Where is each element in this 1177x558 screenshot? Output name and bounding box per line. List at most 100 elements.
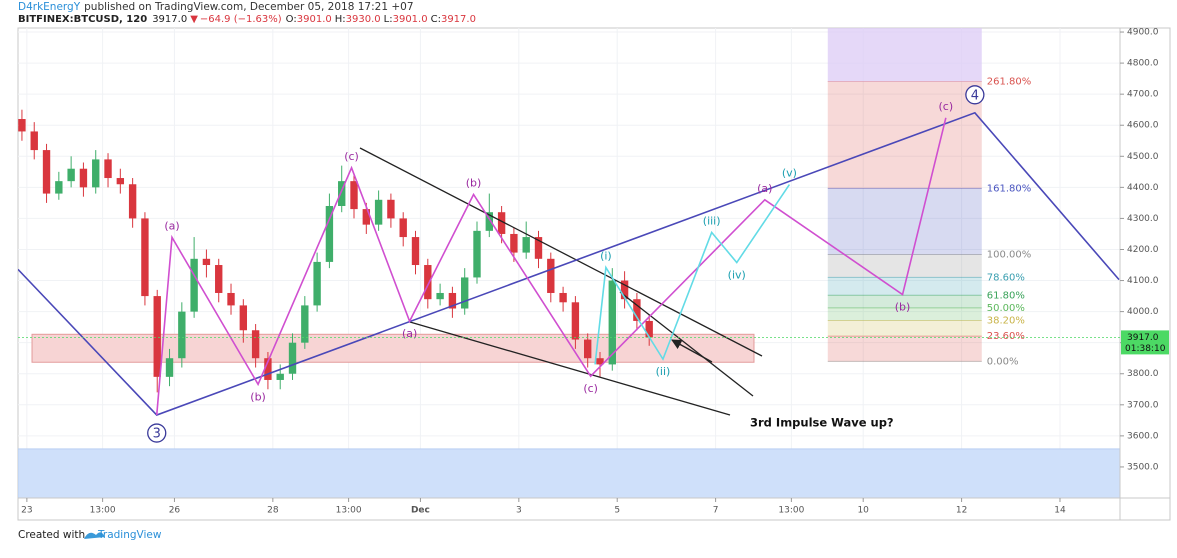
- wave-label: (v): [782, 167, 797, 180]
- candle-body: [30, 131, 38, 151]
- x-tick-label: 28: [267, 506, 279, 516]
- footer-text: Created with: [18, 529, 85, 541]
- fib-band: [827, 336, 982, 362]
- candle-body: [399, 218, 407, 238]
- candle-body: [485, 212, 493, 231]
- candle-body: [190, 258, 198, 312]
- candle-body: [633, 299, 641, 321]
- candle-body: [227, 292, 235, 306]
- zone: [18, 448, 1120, 498]
- fib-extension: [827, 28, 982, 82]
- x-tick-label: 14: [1054, 506, 1066, 516]
- candle-body: [374, 199, 383, 225]
- footer: Created with TradingView: [18, 529, 162, 541]
- axes: 3500.03600.03700.03800.03900.04000.04100…: [21, 28, 1159, 516]
- wave-label: (b): [895, 301, 911, 314]
- candle-body: [178, 311, 186, 359]
- fib-label: 61.80%: [987, 290, 1025, 301]
- ohlc-key: C:: [431, 14, 441, 25]
- price-label: 3917.0: [1127, 333, 1159, 343]
- footer-brand[interactable]: TradingView: [97, 529, 162, 541]
- y-tick-label: 3800.0: [1127, 369, 1159, 379]
- candle-body: [67, 168, 75, 182]
- candle-body: [436, 292, 444, 300]
- candle-body: [202, 258, 211, 266]
- fib-band: [827, 307, 982, 321]
- x-tick-label: 5: [614, 506, 620, 516]
- x-tick-label: 7: [713, 506, 719, 516]
- candle-body: [141, 218, 149, 297]
- wave-label: (a): [164, 219, 179, 232]
- y-tick-label: 3700.0: [1127, 400, 1159, 410]
- candle-body: [42, 150, 51, 194]
- y-tick-label: 4000.0: [1127, 307, 1159, 317]
- wave-label: 3: [153, 427, 161, 442]
- candle-body: [301, 305, 309, 343]
- candle-body: [645, 320, 653, 338]
- wave-label: (a): [402, 327, 417, 340]
- x-tick-label: Dec: [411, 506, 430, 516]
- candle-body: [559, 292, 567, 303]
- fib-label: 261.80%: [987, 77, 1032, 88]
- x-tick-label: 3: [516, 506, 522, 516]
- fib-label: 78.60%: [987, 272, 1025, 283]
- candle-body: [497, 212, 506, 234]
- ohlc-value: 3901.0: [297, 14, 332, 25]
- candle-body: [350, 181, 358, 210]
- author[interactable]: D4rkEnergY: [18, 1, 81, 13]
- x-tick-label: 10: [857, 506, 869, 516]
- header-line-2: BITFINEX:BTCUSD, 120 3917.0 ▼ −64.9 (−1.63%…: [18, 14, 476, 25]
- zone: [31, 333, 755, 363]
- candle-body: [264, 358, 272, 380]
- y-tick-label: 4300.0: [1127, 214, 1159, 224]
- x-tick-label: 23: [21, 506, 32, 516]
- price-line: 3917.001:38:10: [18, 330, 1169, 355]
- wave-label: (iv): [728, 269, 746, 282]
- last-price: 3917.0: [152, 14, 187, 25]
- candle-body: [448, 292, 457, 309]
- y-tick-label: 4900.0: [1127, 28, 1159, 38]
- candle-body: [153, 296, 161, 377]
- fib-label: 161.80%: [987, 183, 1032, 194]
- countdown: 01:38:10: [1125, 344, 1166, 354]
- chart-frame: [17, 27, 1171, 521]
- fib-band: [827, 295, 982, 308]
- candle-body: [571, 302, 580, 340]
- fib-label: 50.00%: [987, 303, 1025, 314]
- candle-body: [620, 280, 629, 300]
- y-tick-label: 3500.0: [1127, 462, 1159, 472]
- candle-body: [104, 159, 112, 179]
- price-box: [1121, 330, 1169, 355]
- fib-label: 38.20%: [987, 315, 1025, 326]
- candle-body: [313, 261, 321, 306]
- change-arrow: ▼: [190, 14, 198, 25]
- wave-line: [18, 111, 1120, 416]
- wave-label: (ii): [656, 365, 671, 378]
- trend-line: [359, 147, 763, 357]
- y-tick-label: 3600.0: [1127, 431, 1159, 441]
- y-tick-label: 4500.0: [1127, 152, 1159, 162]
- fib-label: 23.60%: [987, 331, 1025, 342]
- candle-body: [79, 168, 88, 188]
- ohlc-value: 3917.0: [441, 14, 476, 25]
- candle-body: [362, 209, 371, 225]
- ohlc-key: H:: [335, 14, 346, 25]
- fib-label: 100.00%: [987, 249, 1032, 260]
- fib-band: [827, 254, 982, 278]
- header-line-1: D4rkEnergY published on TradingView.com, …: [18, 1, 414, 13]
- candle-body: [276, 373, 284, 380]
- ohlc-key: O:: [286, 14, 297, 25]
- waves: [18, 111, 1120, 416]
- candle-body: [534, 237, 543, 259]
- wave-labels: 3 4 (a) (b) (c) (a) (b) (c) (a) (b) (c) (i) (ii) (iii…: [147, 85, 985, 443]
- wave-line: [594, 184, 791, 365]
- y-tick-label: 4800.0: [1127, 59, 1159, 69]
- candle-body: [215, 265, 223, 293]
- fib-band: [827, 81, 982, 189]
- candle-body: [424, 265, 432, 300]
- x-tick-label: 13:00: [336, 506, 362, 516]
- wave-circle: [147, 423, 167, 443]
- wave-label: (c): [939, 100, 954, 113]
- candles: [18, 109, 653, 393]
